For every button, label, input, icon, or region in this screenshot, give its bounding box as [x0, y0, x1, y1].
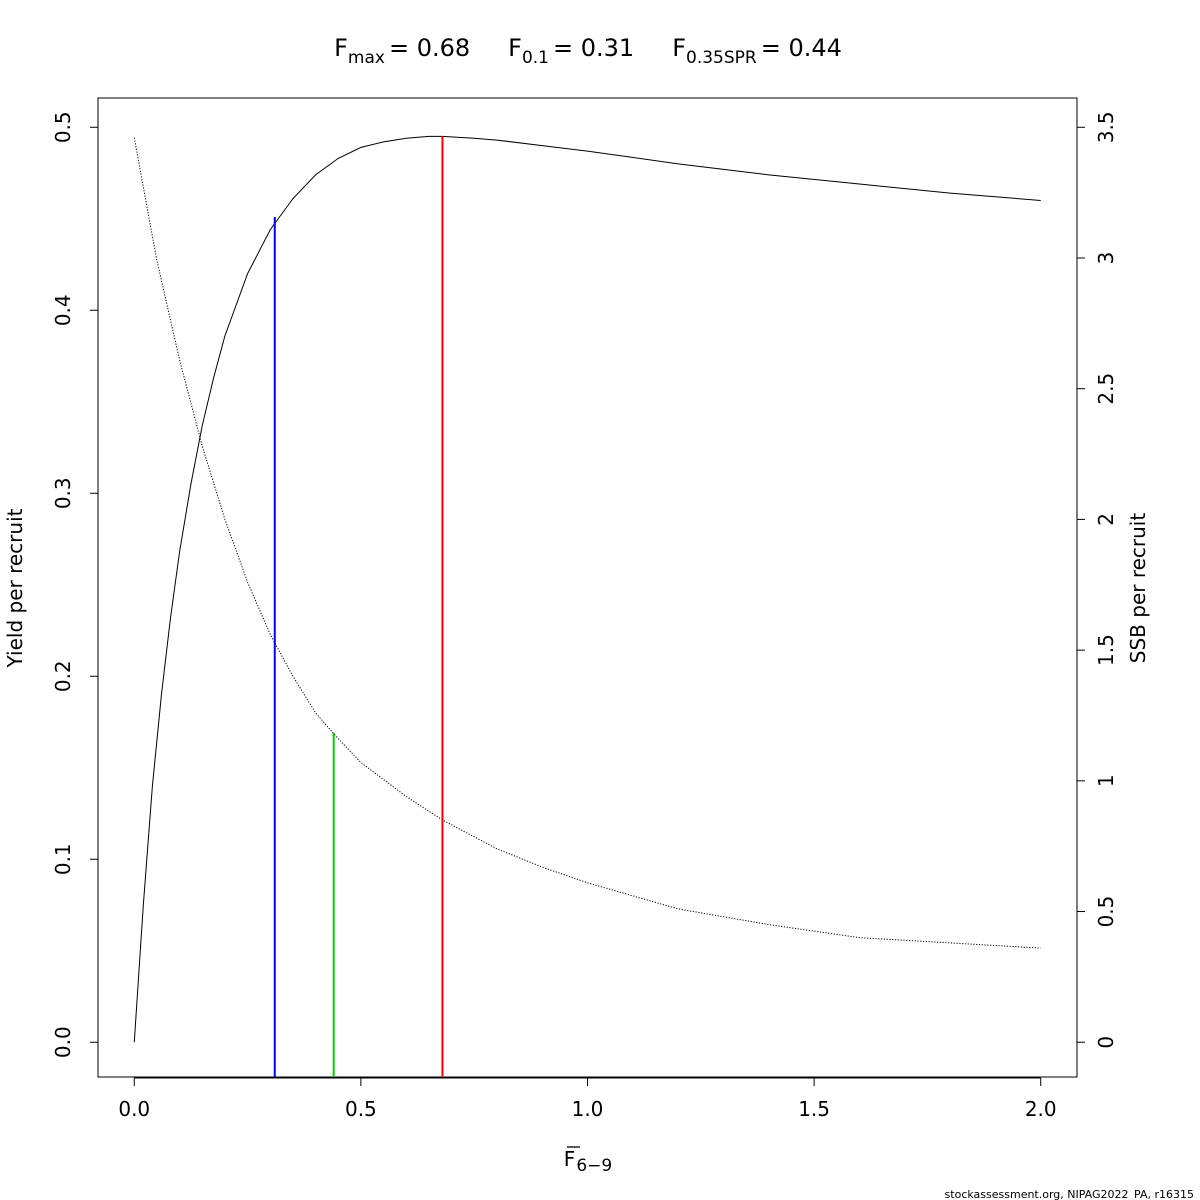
- y-right-tick-label: 0: [1094, 1036, 1118, 1049]
- y-left-tick-label: 0.4: [51, 294, 75, 326]
- y-axis-right-title: SSB per recruit: [1126, 513, 1150, 664]
- title-symbol: F: [334, 34, 348, 62]
- y-left-tick-label: 0.1: [51, 843, 75, 875]
- y-left-tick-label: 0.3: [51, 477, 75, 509]
- x-tick-label: 2.0: [1025, 1097, 1057, 1121]
- x-title-text: F6−9: [564, 1147, 612, 1176]
- yield-per-recruit-curve: [133, 135, 1041, 1043]
- chart-title: Fmax = 0.68 F0.1 = 0.31 F0.35SPR = 0.44: [334, 34, 842, 68]
- y-right-tick-label: 0.5: [1094, 896, 1118, 928]
- y-right-tick-label: 3.5: [1094, 111, 1118, 143]
- ssb-per-recruit-curve: [133, 137, 1041, 949]
- series-layer: [133, 135, 1041, 1043]
- x-title-symbol: F: [564, 1147, 576, 1171]
- x-tick-label: 1.0: [572, 1097, 604, 1121]
- y-axis-left: 0.0 0.1 0.2 0.3 0.4 0.5: [51, 111, 99, 1058]
- x-tick-label: 1.5: [798, 1097, 830, 1121]
- footer-credit: stockassessment.org, NIPAG2022_PA, r1631…: [945, 1188, 1194, 1200]
- y-right-tick-label: 1: [1094, 774, 1118, 787]
- x-tick-label: 0.0: [118, 1097, 150, 1121]
- x-axis-title: F6−9: [564, 1146, 612, 1176]
- y-left-tick-label: 0.0: [51, 1026, 75, 1058]
- title-value: = 0.68: [389, 34, 470, 62]
- y-right-tick-label: 2: [1094, 513, 1118, 526]
- title-subscript: 0.35SPR: [686, 48, 757, 68]
- plot-frame: [97, 97, 1078, 1078]
- y-axis-left-title: Yield per recruit: [3, 508, 27, 668]
- title-value: = 0.31: [553, 34, 634, 62]
- y-left-tick-label: 0.5: [51, 111, 75, 143]
- title-text: Fmax = 0.68 F0.1 = 0.31 F0.35SPR = 0.44: [334, 34, 842, 68]
- title-subscript: max: [348, 48, 385, 68]
- title-symbol: F: [672, 34, 686, 62]
- y-left-tick-label: 0.2: [51, 660, 75, 692]
- y-right-tick-label: 1.5: [1094, 634, 1118, 666]
- title-symbol: F: [508, 34, 522, 62]
- x-axis: 0.0 0.5 1.0 1.5 2.0: [118, 1077, 1057, 1121]
- y-right-tick-label: 3: [1094, 252, 1118, 265]
- title-value: = 0.44: [761, 34, 842, 62]
- reference-lines: [273, 136, 444, 1077]
- y-axis-right: 0 0.5 1 1.5 2 2.5 3 3.5: [1076, 111, 1118, 1049]
- x-title-subscript: 6−9: [576, 1156, 612, 1176]
- x-tick-label: 0.5: [345, 1097, 377, 1121]
- title-subscript: 0.1: [522, 48, 549, 68]
- y-right-tick-label: 2.5: [1094, 373, 1118, 405]
